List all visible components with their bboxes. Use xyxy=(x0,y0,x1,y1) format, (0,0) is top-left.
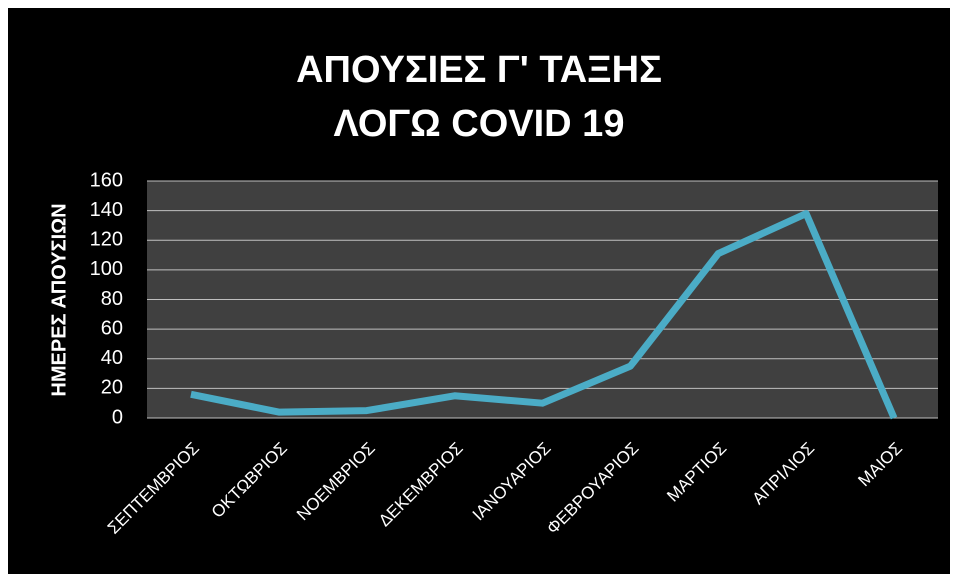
y-tick-label: 120 xyxy=(90,229,123,251)
y-tick-label: 40 xyxy=(101,347,123,369)
y-tick-label: 0 xyxy=(112,406,123,428)
chart-title: ΛΟΓΩ COVID 19 xyxy=(334,103,625,145)
y-axis-label: ΗΜΕΡΕΣ ΑΠΟΥΣΙΩΝ xyxy=(48,203,70,396)
y-tick-label: 140 xyxy=(90,199,123,221)
data-line xyxy=(190,210,898,420)
y-tick-label: 60 xyxy=(101,317,123,339)
y-tick-label: 100 xyxy=(90,258,123,280)
y-tick-label: 160 xyxy=(90,169,123,191)
y-tick-label: 20 xyxy=(101,377,123,399)
chart-title: ΑΠΟΥΣΙΕΣ Γ' ΤΑΞΗΣ xyxy=(296,49,662,91)
y-tick-label: 80 xyxy=(101,288,123,310)
